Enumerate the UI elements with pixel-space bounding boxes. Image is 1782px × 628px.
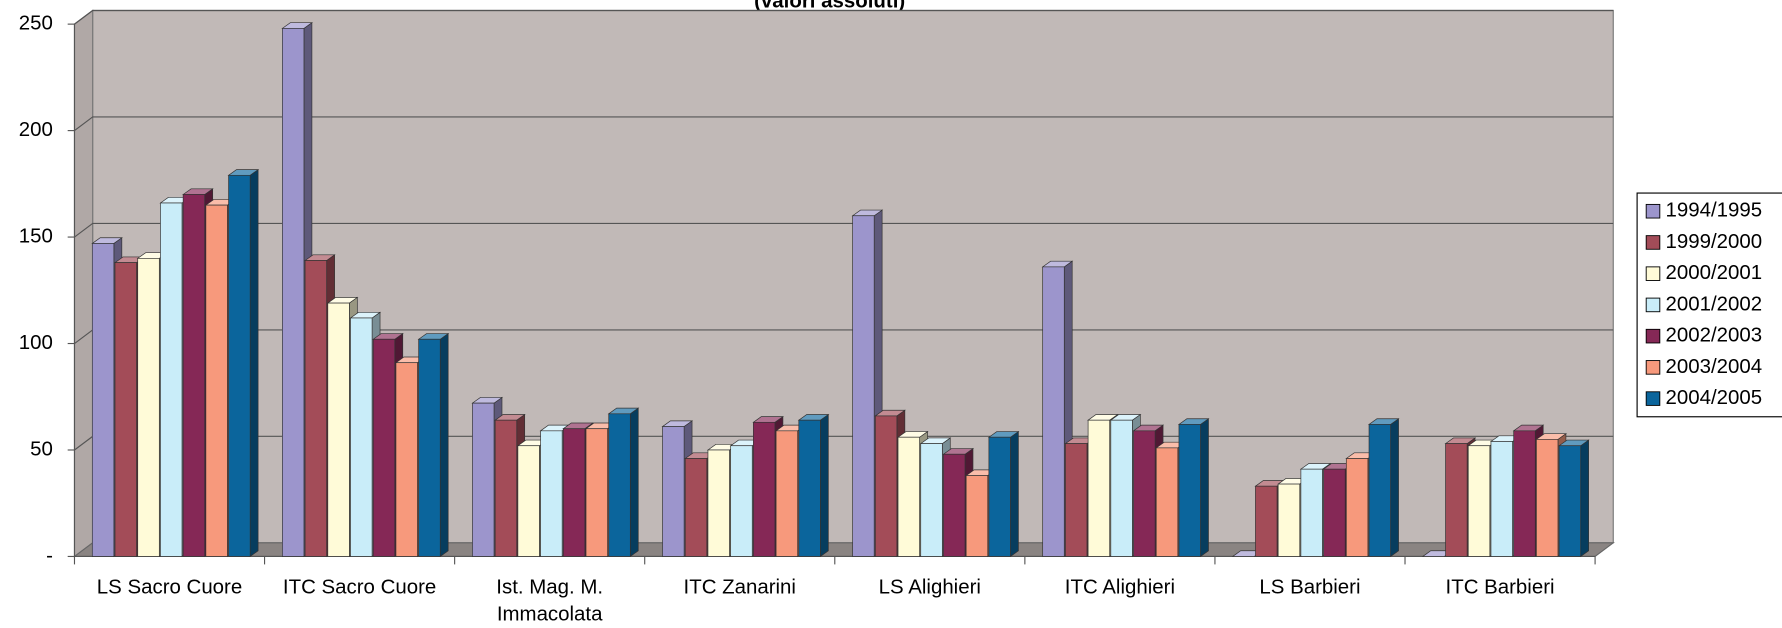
chart-title: (valori assoluti) <box>754 0 905 13</box>
bar <box>753 421 776 557</box>
bar <box>684 458 708 557</box>
bar-side <box>1010 430 1019 558</box>
legend-swatch <box>1645 203 1661 219</box>
legend-label: 1994/1995 <box>1665 199 1762 222</box>
bar <box>1277 483 1301 557</box>
bar <box>350 317 373 557</box>
bar <box>182 194 206 557</box>
legend-swatch <box>1645 297 1661 313</box>
bar <box>943 453 966 557</box>
grid-line <box>74 9 1614 25</box>
grid-line <box>74 222 1614 238</box>
bar <box>1490 441 1513 557</box>
bar <box>852 215 875 557</box>
bar <box>1323 468 1346 557</box>
bar <box>1368 424 1391 557</box>
bar-side <box>1390 418 1399 558</box>
bar <box>1345 458 1369 557</box>
y-tick-label: 200 <box>19 118 53 141</box>
bar <box>1467 445 1491 557</box>
legend-label: 2003/2004 <box>1665 355 1762 378</box>
bar <box>1065 443 1088 557</box>
bar <box>1178 424 1201 557</box>
bar-side <box>249 168 259 558</box>
bar <box>372 338 396 557</box>
side-wall <box>73 9 94 558</box>
bar <box>228 174 251 557</box>
bar <box>920 443 943 557</box>
bar <box>472 402 495 557</box>
bar <box>1558 445 1582 557</box>
x-tick-label: LS Barbieri <box>1259 576 1360 599</box>
bar <box>517 445 540 557</box>
bar <box>91 243 115 557</box>
bar <box>608 413 631 557</box>
legend-label: 2002/2003 <box>1665 324 1762 347</box>
x-tick-label: LS Alighieri <box>879 576 981 599</box>
legend-swatch <box>1645 235 1661 250</box>
bar <box>965 475 989 557</box>
bar <box>662 426 685 557</box>
bar-side <box>629 407 639 558</box>
legend-label: 2004/2005 <box>1665 386 1762 409</box>
bar <box>540 430 563 557</box>
grid-line <box>74 116 1614 132</box>
bar <box>562 428 586 557</box>
bar <box>1300 468 1323 557</box>
bar <box>1133 430 1156 557</box>
y-tick-label: - <box>46 544 53 567</box>
y-tick-label: 50 <box>30 437 53 460</box>
bar <box>327 302 350 557</box>
y-tick-label: 100 <box>19 331 53 354</box>
bar <box>282 28 305 557</box>
bar-side <box>1580 439 1589 558</box>
bar <box>418 338 441 557</box>
x-tick-label: ITC Sacro Cuore <box>283 576 436 599</box>
legend-swatch <box>1645 391 1661 406</box>
bar <box>1536 439 1559 557</box>
bar-side <box>820 413 829 558</box>
bar <box>304 260 328 557</box>
y-tick-label: 250 <box>19 12 53 35</box>
bar <box>897 436 920 557</box>
bar <box>137 258 160 557</box>
bar <box>707 449 730 557</box>
bar <box>988 436 1011 557</box>
bar <box>1087 419 1111 557</box>
bar <box>1513 430 1536 557</box>
legend-box <box>1636 192 1782 418</box>
bar-side <box>1200 418 1209 558</box>
legend-label: 1999/2000 <box>1665 230 1762 253</box>
legend-swatch <box>1645 266 1661 281</box>
x-tick-label: ITC Barbieri <box>1446 576 1555 599</box>
bar <box>585 428 608 557</box>
legend-label: 2000/2001 <box>1665 261 1762 284</box>
bar <box>730 445 753 557</box>
bar <box>1110 419 1133 557</box>
bar <box>1445 443 1468 557</box>
bar <box>798 419 821 557</box>
bar <box>494 419 518 557</box>
bar-side <box>439 332 449 558</box>
bar <box>1255 485 1278 557</box>
bar <box>874 415 898 557</box>
bar <box>114 262 137 557</box>
x-tick-label: ITC Alighieri <box>1065 576 1175 599</box>
legend-label: 2001/2002 <box>1665 292 1762 315</box>
legend-swatch <box>1645 360 1661 375</box>
bar <box>160 202 183 557</box>
bar <box>395 362 418 557</box>
x-tick-label: Ist. Mag. M. Immacolata <box>496 576 603 626</box>
y-tick-label: 150 <box>19 224 53 247</box>
bar <box>205 204 228 557</box>
bar <box>775 430 799 557</box>
bar <box>1042 266 1065 557</box>
x-tick-label: ITC Zanarini <box>684 576 796 599</box>
x-tick-label: LS Sacro Cuore <box>97 576 242 599</box>
legend-swatch <box>1645 328 1661 344</box>
bar <box>1155 447 1179 557</box>
